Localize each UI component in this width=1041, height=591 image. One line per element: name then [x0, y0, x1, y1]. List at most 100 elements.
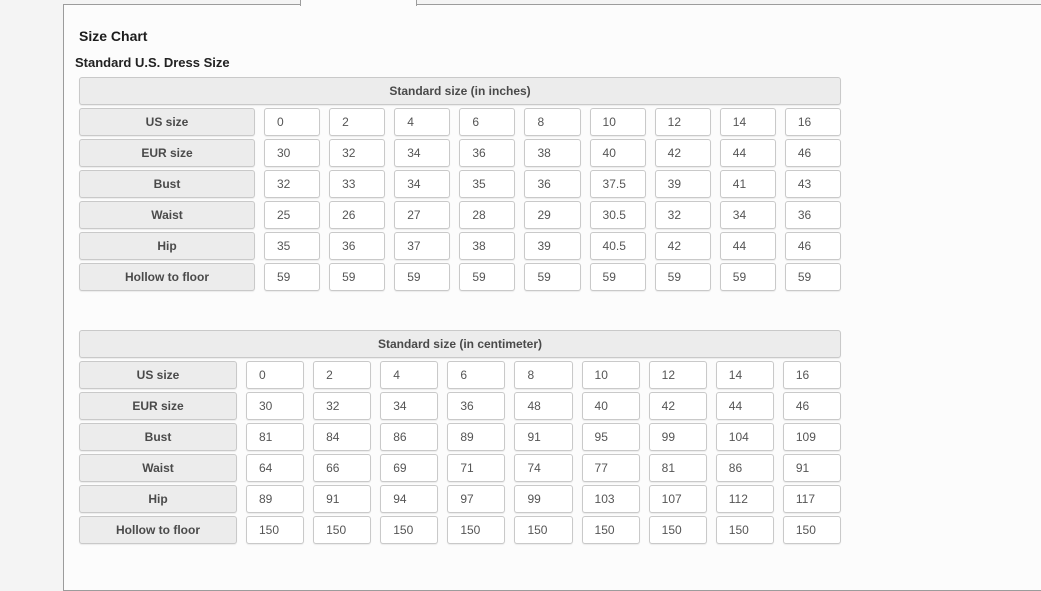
size-value-cell: 59 — [459, 263, 516, 291]
size-value-cell: 99 — [648, 423, 707, 451]
table-header-row: Standard size (in centimeter) — [79, 330, 841, 358]
size-value-cell: 34 — [394, 170, 451, 198]
size-value-cell: 97 — [447, 485, 506, 513]
size-value-cell: 36 — [784, 201, 841, 229]
size-value-cell: 64 — [246, 454, 305, 482]
size-value-cell: 36 — [447, 392, 506, 420]
size-value-cell: 30.5 — [589, 201, 646, 229]
row-label-cell: Bust — [79, 170, 255, 198]
size-value-cell: 32 — [329, 139, 386, 167]
size-value-cell: 8 — [514, 361, 573, 389]
size-value-cell: 16 — [782, 361, 841, 389]
size-chart-content: Size Chart Standard U.S. Dress Size Stan… — [64, 5, 1041, 547]
row-label-cell: EUR size — [79, 392, 237, 420]
size-value-cell: 71 — [447, 454, 506, 482]
size-value-cell: 38 — [524, 139, 581, 167]
size-value-cell: 37.5 — [589, 170, 646, 198]
row-label-cell: US size — [79, 108, 255, 136]
size-value-cell: 26 — [329, 201, 386, 229]
table-header-row: Standard size (in inches) — [79, 77, 841, 105]
size-value-cell: 10 — [581, 361, 640, 389]
size-value-cell: 30 — [264, 139, 321, 167]
size-value-cell: 91 — [782, 454, 841, 482]
table-row: Waist 64 66 69 71 74 77 81 86 91 — [79, 454, 841, 482]
row-label-cell: Hip — [79, 232, 255, 260]
size-value-cell: 32 — [313, 392, 372, 420]
size-value-cell: 91 — [514, 423, 573, 451]
size-value-cell: 59 — [784, 263, 841, 291]
size-value-cell: 4 — [394, 108, 451, 136]
size-value-cell: 150 — [313, 516, 372, 544]
size-value-cell: 36 — [329, 232, 386, 260]
size-value-cell: 150 — [782, 516, 841, 544]
size-value-cell: 48 — [514, 392, 573, 420]
size-value-cell: 35 — [264, 232, 321, 260]
size-value-cell: 39 — [654, 170, 711, 198]
table-row: Hollow to floor 150 150 150 150 150 150 150 150 1… — [79, 516, 841, 544]
size-value-cell: 74 — [514, 454, 573, 482]
size-value-cell: 30 — [246, 392, 305, 420]
size-value-cell: 37 — [394, 232, 451, 260]
size-value-cell: 86 — [380, 423, 439, 451]
size-value-cell: 29 — [524, 201, 581, 229]
row-label-cell: Hollow to floor — [79, 263, 255, 291]
size-value-cell: 0 — [246, 361, 305, 389]
size-value-cell: 40 — [581, 392, 640, 420]
size-value-cell: 40.5 — [589, 232, 646, 260]
size-value-cell: 44 — [719, 139, 776, 167]
row-label-cell: Hollow to floor — [79, 516, 237, 544]
size-value-cell: 66 — [313, 454, 372, 482]
size-value-cell: 150 — [447, 516, 506, 544]
size-value-cell: 41 — [719, 170, 776, 198]
row-label-cell: Hip — [79, 485, 237, 513]
size-value-cell: 59 — [329, 263, 386, 291]
size-value-cell: 150 — [581, 516, 640, 544]
table-row: EUR size 30 32 34 36 48 40 42 44 46 — [79, 392, 841, 420]
size-value-cell: 14 — [719, 108, 776, 136]
size-value-cell: 81 — [648, 454, 707, 482]
size-value-cell: 6 — [459, 108, 516, 136]
size-value-cell: 2 — [329, 108, 386, 136]
size-value-cell: 38 — [459, 232, 516, 260]
size-value-cell: 59 — [719, 263, 776, 291]
size-value-cell: 89 — [447, 423, 506, 451]
size-value-cell: 8 — [524, 108, 581, 136]
size-value-cell: 36 — [524, 170, 581, 198]
size-value-cell: 84 — [313, 423, 372, 451]
size-value-cell: 94 — [380, 485, 439, 513]
size-value-cell: 81 — [246, 423, 305, 451]
size-value-cell: 32 — [264, 170, 321, 198]
size-value-cell: 107 — [648, 485, 707, 513]
size-value-cell: 39 — [524, 232, 581, 260]
size-value-cell: 44 — [719, 232, 776, 260]
page-title: Size Chart — [79, 28, 148, 44]
table-row: Bust 32 33 34 35 36 37.5 39 41 43 — [79, 170, 841, 198]
size-value-cell: 150 — [514, 516, 573, 544]
size-value-cell: 59 — [264, 263, 321, 291]
size-value-cell: 42 — [654, 232, 711, 260]
row-label-cell: EUR size — [79, 139, 255, 167]
size-value-cell: 42 — [648, 392, 707, 420]
size-value-cell: 44 — [715, 392, 774, 420]
size-value-cell: 16 — [784, 108, 841, 136]
table-header-cell: Standard size (in centimeter) — [79, 330, 841, 358]
size-value-cell: 109 — [782, 423, 841, 451]
size-value-cell: 43 — [784, 170, 841, 198]
size-value-cell: 59 — [589, 263, 646, 291]
size-table-inches: Standard size (in inches) US size 0 2 4 6 8 10 1… — [70, 74, 850, 294]
active-tab-stub[interactable] — [300, 0, 417, 6]
size-value-cell: 32 — [654, 201, 711, 229]
size-value-cell: 36 — [459, 139, 516, 167]
size-value-cell: 2 — [313, 361, 372, 389]
size-value-cell: 27 — [394, 201, 451, 229]
table-row: Hip 89 91 94 97 99 103 107 112 117 — [79, 485, 841, 513]
size-value-cell: 34 — [380, 392, 439, 420]
row-label-cell: Waist — [79, 201, 255, 229]
size-value-cell: 59 — [394, 263, 451, 291]
table-row: Bust 81 84 86 89 91 95 99 104 109 — [79, 423, 841, 451]
size-value-cell: 86 — [715, 454, 774, 482]
table-row: Waist 25 26 27 28 29 30.5 32 34 36 — [79, 201, 841, 229]
size-value-cell: 112 — [715, 485, 774, 513]
size-value-cell: 34 — [394, 139, 451, 167]
size-value-cell: 6 — [447, 361, 506, 389]
